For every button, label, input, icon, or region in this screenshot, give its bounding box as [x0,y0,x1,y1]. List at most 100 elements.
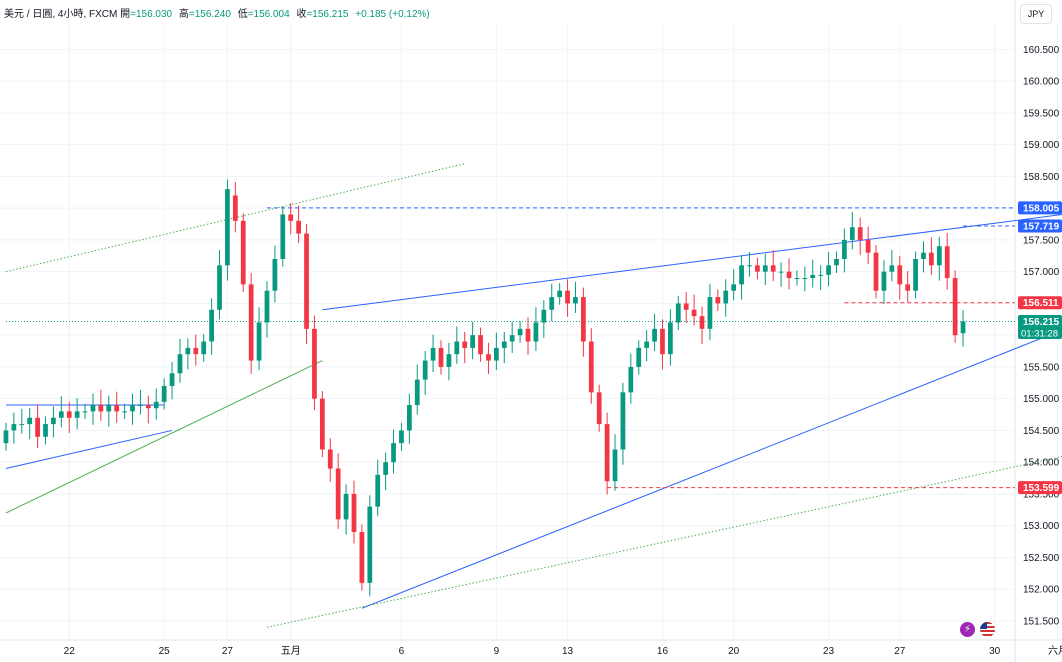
candle-body [256,322,262,361]
y-tick-label: 152.500 [1023,553,1060,564]
candle-body [478,335,483,355]
candle-body [209,309,214,342]
candle-body [936,246,942,266]
candle-body [881,271,887,291]
lightning-bolt-icon[interactable]: ⚡ [960,622,975,637]
price-tag [1018,481,1062,495]
candle-body [288,214,294,221]
candle-body [454,341,460,355]
trend-line [5,360,323,514]
trend-line [266,456,1062,628]
candle-body [359,532,365,583]
candle-body [35,417,40,437]
candle-body [691,309,697,317]
x-tick-label: 6 [399,646,405,657]
candle-body [327,449,333,469]
candle-body [573,297,578,304]
candle-body [604,424,610,482]
x-tick-label: 22 [64,646,76,657]
candle-body [873,252,879,291]
candle-body [944,246,950,279]
high-value: =156.240 [188,9,231,20]
candle-body [383,462,388,475]
change-value: +0.185 (+0.12%) [355,9,430,20]
candle-body [905,284,911,291]
candle-body [644,341,650,348]
candle-body [525,328,531,342]
candle-body [493,347,499,361]
candle-body [201,341,207,355]
candle-body [153,401,159,409]
symbol-legend: 美元 / 日圓, 4小時, FXCM 開=156.030 高=156.240 低… [4,5,434,20]
candle-body [446,354,452,367]
candle-body [375,474,381,507]
price-tag-value: 156.511 [1023,298,1059,309]
candle-body [90,405,96,412]
candle-body [826,265,831,275]
candle-body [312,328,317,399]
candle-body [723,290,729,304]
candle-body [304,233,309,329]
y-tick-label: 151.500 [1023,616,1060,627]
candle-body [19,424,25,426]
candle-body [557,290,563,298]
candle-body [462,341,468,348]
candle-body [319,398,325,450]
candle-body [343,493,349,520]
low-label: 低 [237,9,248,20]
close-value: =156.215 [306,9,349,20]
y-tick-label: 157.000 [1023,267,1060,278]
x-tick-label: 27 [894,646,906,657]
candle-body [628,366,634,393]
price-tag-value: 157.719 [1023,222,1060,233]
candle-body [834,258,839,266]
us-flag-icon[interactable] [980,622,995,637]
candle-body [177,354,183,374]
candle-body [762,265,768,272]
candle-body [470,335,476,348]
candle-body [818,274,824,276]
candle-body [264,290,270,323]
y-tick-label: 155.500 [1023,362,1060,373]
y-tick-label: 152.000 [1023,585,1060,596]
x-tick-label: 16 [657,646,669,657]
price-tag-value: 158.005 [1023,203,1060,214]
candle-body [248,284,254,361]
candle-body [114,405,120,412]
candle-body [929,252,934,266]
y-tick-label: 157.500 [1023,235,1060,246]
x-tick-label: 五月 [281,645,301,657]
candle-body [889,265,895,272]
symbol-name: 美元 / 日圓, 4小時, FXCM [4,9,118,20]
open-label: 開 [120,9,131,20]
candle-body [66,411,72,418]
candle-body [430,347,436,361]
candle-body [82,411,88,413]
candle-body [857,227,863,240]
y-tick-label: 153.000 [1023,521,1060,532]
candle-body [952,278,958,336]
x-tick-label: 六月 [1048,645,1062,657]
candle-body [11,424,17,431]
candle-body [921,252,926,259]
candle-body [596,392,602,425]
candle-body [683,303,689,310]
candle-body [27,417,33,425]
currency-button[interactable]: JPY [1020,4,1052,24]
candle-body [98,405,104,412]
candle-body [770,265,776,272]
candle-body [668,322,673,355]
candle-body [533,322,539,342]
x-tick-label: 25 [159,646,171,657]
trend-line [361,329,1062,609]
time-axis[interactable]: 222527五月69131620232730六月5 [64,645,1062,657]
candle-body [296,220,301,234]
close-label: 收 [296,9,307,20]
open-value: =156.030 [130,9,173,20]
candle-body [367,506,373,583]
candle-body [509,335,515,342]
price-tag [1018,296,1062,310]
